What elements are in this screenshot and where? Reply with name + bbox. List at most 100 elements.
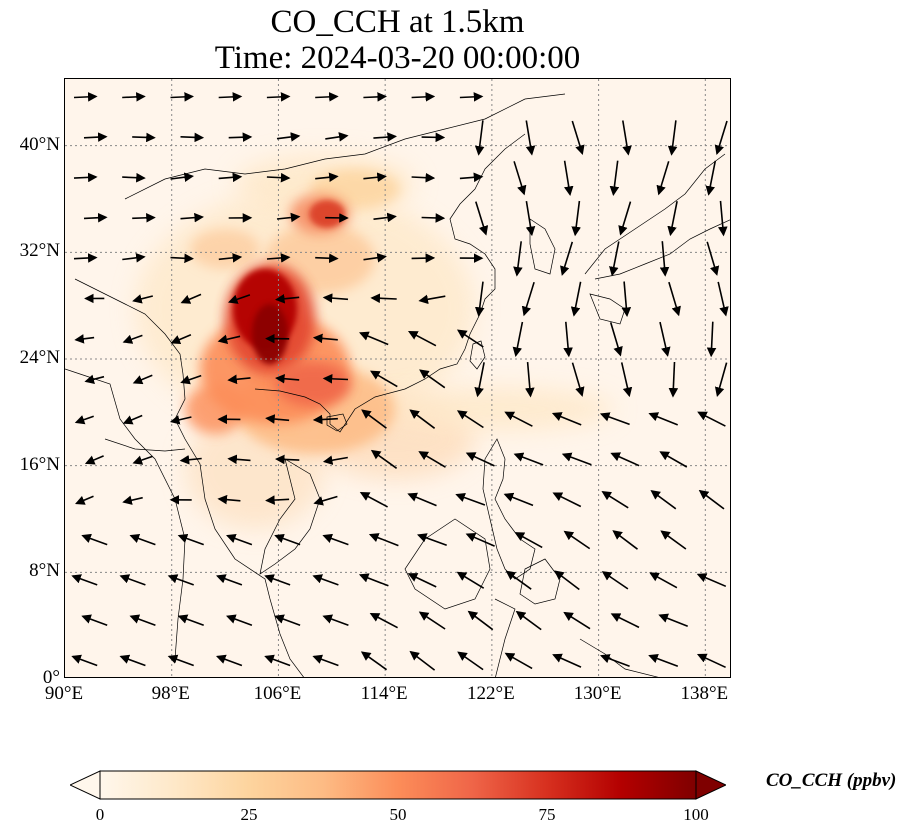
wind-arrow	[648, 654, 679, 668]
colorbar-body	[99, 770, 697, 800]
wind-arrow	[621, 281, 632, 317]
wind-arrow	[122, 414, 143, 425]
wind-arrow	[312, 574, 339, 586]
wind-arrow	[659, 241, 670, 277]
colorbar-extend-max	[695, 770, 726, 800]
longitude-tick-label: 114°E	[360, 683, 408, 704]
wind-arrow	[456, 410, 484, 429]
wind-arrow	[667, 201, 678, 237]
wind-arrow	[459, 172, 484, 183]
wind-arrow	[660, 530, 687, 550]
wind-arrow	[217, 334, 241, 344]
wind-arrow	[83, 132, 108, 142]
wind-arrow	[373, 212, 397, 223]
wind-arrow	[475, 201, 489, 236]
wind-arrow	[622, 120, 632, 156]
wind-arrow	[179, 455, 202, 465]
wind-arrow	[227, 374, 251, 385]
wind-arrow	[170, 253, 194, 264]
wind-arrow	[407, 573, 437, 588]
wind-arrow	[459, 92, 484, 102]
wind-arrow	[698, 489, 725, 510]
wind-arrow	[122, 92, 146, 102]
wind-arrow	[225, 614, 253, 626]
wind-arrow	[714, 362, 728, 397]
wind-arrow	[513, 161, 527, 196]
wind-arrow	[505, 570, 532, 590]
wind-arrow	[649, 572, 678, 589]
wind-arrow	[225, 533, 253, 546]
wind-arrow	[552, 492, 582, 508]
wind-arrow	[119, 654, 146, 667]
wind-arrow	[368, 533, 399, 547]
wind-arrow	[265, 414, 290, 424]
wind-arrow	[322, 293, 349, 303]
wind-arrow	[474, 281, 485, 317]
wind-arrow	[525, 362, 535, 398]
wind-arrow	[418, 294, 446, 305]
wind-arrow	[609, 322, 623, 357]
wind-arrow	[265, 495, 290, 505]
wind-arrow	[421, 213, 446, 223]
wind-arrow	[706, 241, 720, 276]
wind-arrow	[411, 172, 436, 183]
wind-arrow	[465, 532, 495, 547]
wind-arrow	[266, 92, 291, 102]
wind-arrow	[474, 362, 485, 398]
wind-arrow	[363, 172, 387, 183]
wind-arrow	[215, 574, 243, 586]
wind-arrow	[325, 132, 349, 142]
wind-arrow	[650, 490, 677, 510]
wind-arrow	[455, 492, 486, 506]
wind-arrow	[705, 160, 717, 196]
wind-arrow	[563, 321, 573, 358]
wind-arrow	[717, 281, 729, 317]
wind-arrow	[227, 454, 251, 465]
wind-arrow	[563, 611, 591, 630]
wind-arrow	[609, 160, 620, 196]
wind-arrow	[504, 652, 533, 670]
wind-arrow	[169, 415, 192, 425]
latitude-tick-label: 24°N	[19, 347, 60, 368]
wind-arrow	[601, 491, 629, 509]
wind-arrow	[83, 212, 108, 223]
wind-arrow	[561, 452, 592, 466]
wind-arrow	[359, 331, 389, 346]
colorbar-tick-label: 25	[240, 805, 258, 824]
wind-arrow	[74, 415, 94, 425]
wind-arrow	[215, 654, 243, 667]
wind-arrow	[456, 329, 484, 348]
latitude-tick-label: 16°N	[19, 453, 60, 475]
wind-arrow	[718, 200, 728, 237]
wind-arrow	[129, 533, 156, 546]
wind-arrow	[599, 412, 630, 426]
wind-arrow	[658, 613, 688, 627]
wind-arrow	[129, 614, 156, 626]
wind-arrow	[363, 92, 387, 102]
wind-arrow	[315, 172, 339, 183]
wind-arrow	[75, 495, 94, 505]
wind-arrow	[601, 571, 629, 590]
colorbar-label: CO_CCH (ppbv)	[766, 770, 897, 791]
colorbar-tick-label: 100	[683, 805, 709, 824]
wind-arrow	[218, 172, 243, 183]
wind-arrow	[315, 253, 339, 264]
wind-arrow	[315, 92, 339, 102]
wind-arrow	[81, 533, 108, 546]
plot-subtitle-time: Time: 2024-03-20 00:00:00	[214, 40, 581, 76]
wind-arrow	[180, 374, 202, 385]
wind-arrow	[122, 172, 146, 183]
wind-arrow	[696, 573, 727, 588]
wind-arrow	[132, 212, 156, 223]
longitude-tick-label: 130°E	[573, 683, 622, 704]
wind-arrow	[274, 533, 301, 546]
wind-arrow	[275, 454, 300, 465]
wind-arrow	[512, 321, 524, 357]
wind-arrow	[274, 614, 301, 626]
wind-arrow	[218, 253, 243, 263]
wind-arrow	[571, 200, 581, 237]
wind-arrow	[275, 373, 300, 384]
map-canvas	[65, 79, 730, 677]
map-panel	[64, 78, 731, 678]
wind-arrow	[373, 132, 397, 142]
